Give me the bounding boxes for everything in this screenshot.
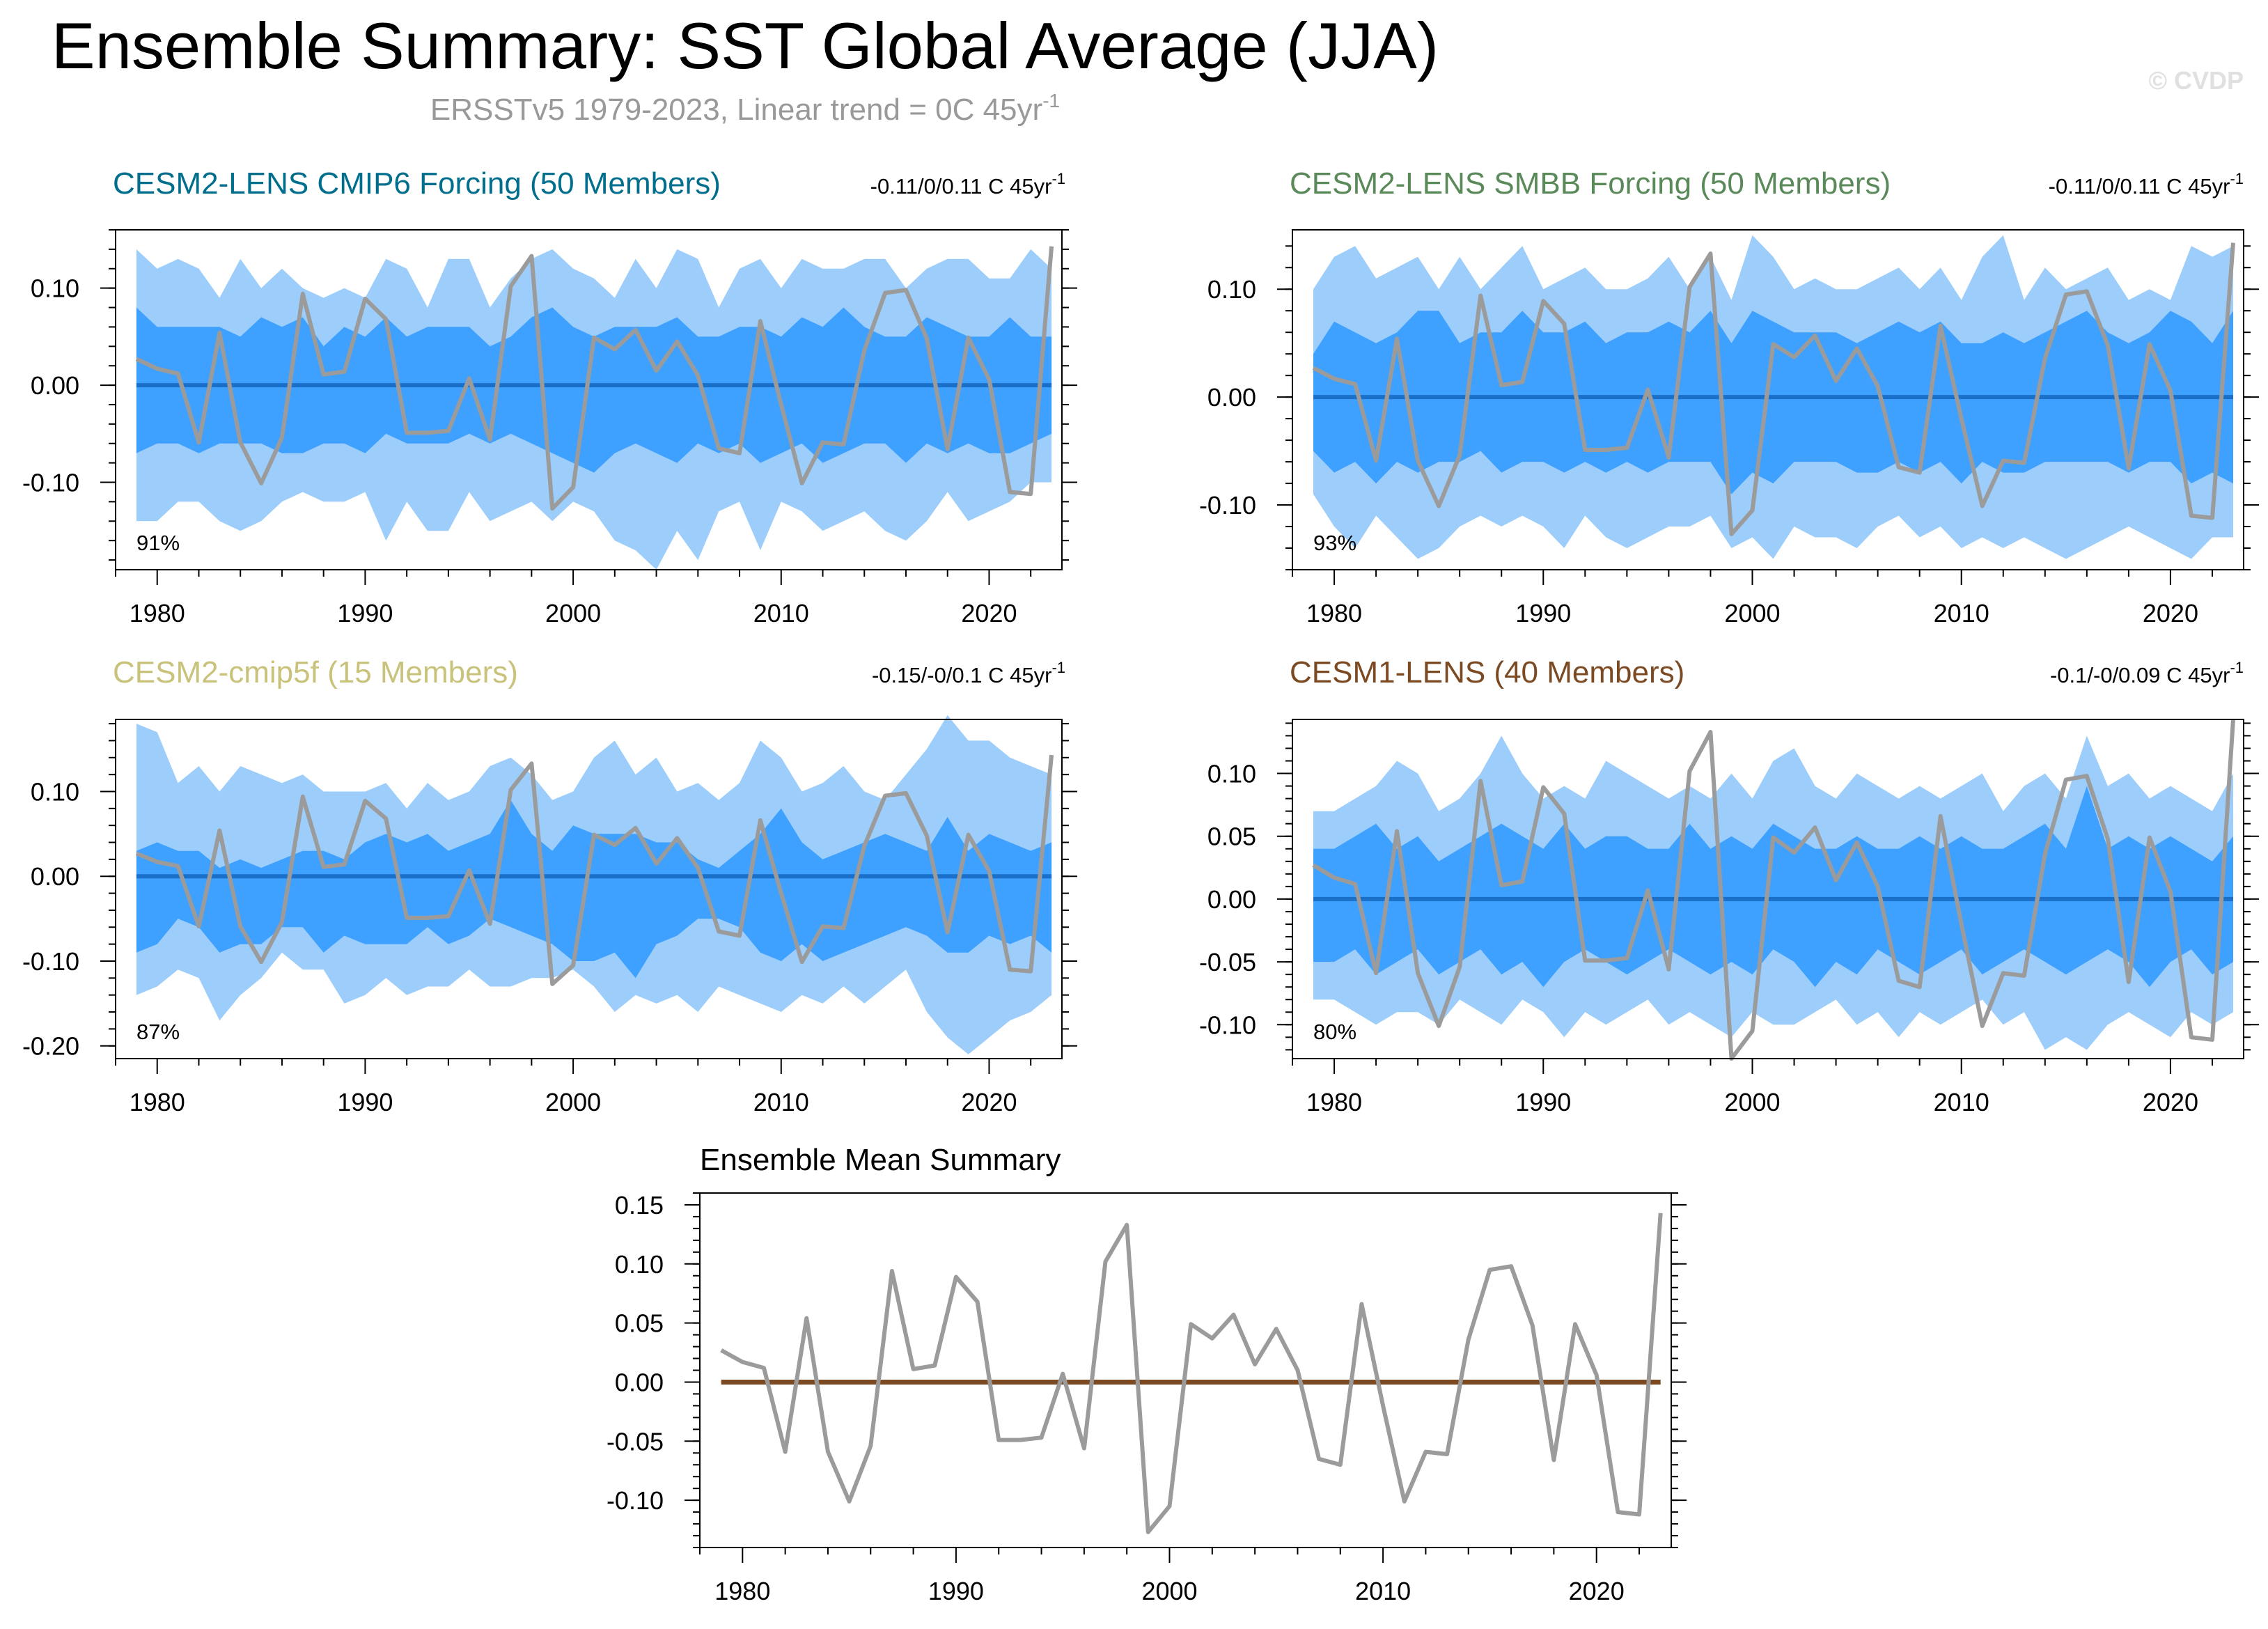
panel-4-y-tick-label: 0.05 <box>615 1309 664 1338</box>
panel-2-y-tick-label: -0.10 <box>22 947 79 976</box>
panel-1-x-tick-label: 2000 <box>1724 599 1780 628</box>
panel-2-inner-band <box>136 800 1052 979</box>
panel-3-trend-sup: -1 <box>2230 659 2244 676</box>
panel-2-x-tick-label: 2020 <box>961 1088 1017 1116</box>
panel-3-x-tick-label: 2010 <box>1934 1088 1989 1116</box>
panel-3-y-tick-label: 0.05 <box>1207 823 1256 851</box>
panel-0-y-tick-label: -0.10 <box>22 469 79 497</box>
panel-0-trend-label: -0.11/0/0.11 C 45yr-1 <box>870 170 1065 198</box>
panel-1-percent-label: 93% <box>1313 531 1356 555</box>
panel-1-trend-sup: -1 <box>2230 170 2244 187</box>
panel-4-y-tick-label: 0.15 <box>615 1191 664 1219</box>
panel-cesm2-lens-cmip6: CESM2-LENS CMIP6 Forcing (50 Members) -0.… <box>22 166 1077 628</box>
figure-subtitle-sup: -1 <box>1042 90 1060 111</box>
panel-3-y-tick-label: -0.05 <box>1199 948 1256 976</box>
figure-subtitle-text: ERSSTv5 1979-2023, Linear trend = 0C 45y… <box>430 93 1042 127</box>
figure-title: Ensemble Summary: SST Global Average (JJ… <box>52 9 1439 82</box>
panel-0-inner-band <box>136 307 1052 473</box>
panel-2-trend-sup: -1 <box>1051 659 1065 676</box>
panel-0-x-tick-label: 1990 <box>337 599 393 628</box>
panel-0-x-tick-label: 1980 <box>130 599 185 628</box>
panel-0-trend-text: -0.11/0/0.11 C 45yr <box>870 174 1052 198</box>
panel-4-y-tick-label: 0.00 <box>615 1368 664 1396</box>
panel-0-x-tick-label: 2010 <box>753 599 809 628</box>
panel-3-x-tick-label: 1980 <box>1306 1088 1362 1116</box>
panel-0-y-tick-label: 0.10 <box>31 274 79 303</box>
panel-4-x-tick-label: 1990 <box>928 1577 984 1605</box>
panel-1-x-tick-label: 1980 <box>1306 599 1362 628</box>
panel-3-x-tick-label: 2020 <box>2143 1088 2198 1116</box>
panel-4-observations-line <box>720 1213 1663 1534</box>
panel-3-title: CESM1-LENS (40 Members) <box>1290 655 1684 689</box>
panel-1-y-tick-label: -0.10 <box>1199 491 1256 520</box>
panel-3-y-tick-label: 0.00 <box>1207 885 1256 914</box>
panel-2-y-tick-label: 0.00 <box>31 862 79 891</box>
figure-subtitle: ERSSTv5 1979-2023, Linear trend = 0C 45y… <box>430 90 1060 127</box>
panel-1-x-tick-label: 2010 <box>1934 599 1989 628</box>
panel-3-trend-text: -0.1/-0/0.09 C 45yr <box>2050 663 2230 687</box>
panel-4-x-tick-label: 1980 <box>714 1577 770 1605</box>
panel-1-trend-label: -0.11/0/0.11 C 45yr-1 <box>2049 170 2244 198</box>
panel-2-x-tick-label: 2010 <box>753 1088 809 1116</box>
panel-2-x-tick-label: 2000 <box>545 1088 601 1116</box>
panel-2-x-tick-label: 1990 <box>337 1088 393 1116</box>
panel-cesm1-lens: CESM1-LENS (40 Members) -0.1/-0/0.09 C 45… <box>1199 655 2259 1116</box>
panel-2-y-tick-label: -0.20 <box>22 1032 79 1061</box>
panel-0-trend-sup: -1 <box>1051 170 1065 187</box>
panel-3-inner-band <box>1313 786 2233 988</box>
panel-2-trend-text: -0.15/-0/0.1 C 45yr <box>872 663 1051 687</box>
panel-1-trend-text: -0.11/0/0.11 C 45yr <box>2049 174 2230 198</box>
panel-3-x-tick-label: 1990 <box>1515 1088 1571 1116</box>
panel-4-x-tick-label: 2000 <box>1141 1577 1197 1605</box>
panel-0-x-tick-label: 2020 <box>961 599 1017 628</box>
panel-2-y-tick-label: 0.10 <box>31 777 79 806</box>
panel-cesm2-cmip5f: CESM2-cmip5f (15 Members) -0.15/-0/0.1 C … <box>22 655 1077 1116</box>
panel-1-y-tick-label: 0.10 <box>1207 275 1256 304</box>
panel-3-y-tick-label: -0.10 <box>1199 1011 1256 1039</box>
panel-2-trend-label: -0.15/-0/0.1 C 45yr-1 <box>872 659 1065 687</box>
panel-1-observations-line <box>1312 242 2235 536</box>
panel-4-y-tick-label: -0.10 <box>607 1486 664 1515</box>
panel-0-frame <box>115 229 1063 570</box>
panel-3-frame <box>1292 719 2244 1059</box>
panel-4-x-tick-label: 2010 <box>1355 1577 1411 1605</box>
panel-4-x-tick-label: 2020 <box>1569 1577 1625 1605</box>
panel-0-x-tick-label: 2000 <box>545 599 601 628</box>
panel-0-y-tick-label: 0.00 <box>31 371 79 400</box>
panel-1-frame <box>1292 229 2244 570</box>
panel-1-title: CESM2-LENS SMBB Forcing (50 Members) <box>1290 166 1891 201</box>
panel-2-percent-label: 87% <box>136 1020 180 1044</box>
panel-1-inner-band <box>1313 311 2233 494</box>
panel-0-percent-label: 91% <box>136 531 180 555</box>
panel-1-x-tick-label: 1990 <box>1515 599 1571 628</box>
panel-2-x-tick-label: 1980 <box>130 1088 185 1116</box>
panel-0-observations-line <box>135 246 1054 511</box>
panel-4-title: Ensemble Mean Summary <box>700 1143 1061 1177</box>
panel-cesm2-lens-smbb: CESM2-LENS SMBB Forcing (50 Members) -0.1… <box>1199 166 2259 628</box>
panel-3-y-tick-label: 0.10 <box>1207 760 1256 788</box>
panel-2-title: CESM2-cmip5f (15 Members) <box>113 655 518 689</box>
panel-4-y-tick-label: -0.05 <box>607 1427 664 1456</box>
cvdp-watermark: © CVDP <box>2148 66 2244 95</box>
panel-3-x-tick-label: 2000 <box>1724 1088 1780 1116</box>
panel-2-observations-line <box>135 754 1054 986</box>
panel-0-title: CESM2-LENS CMIP6 Forcing (50 Members) <box>113 166 721 201</box>
panel-3-trend-label: -0.1/-0/0.09 C 45yr-1 <box>2050 659 2244 687</box>
panel-ensemble-mean-summary: Ensemble Mean Summary 1980 1990 2000 2010 202… <box>607 1143 1687 1605</box>
panel-1-y-tick-label: 0.00 <box>1207 383 1256 412</box>
panel-4-y-tick-label: 0.10 <box>615 1250 664 1279</box>
panel-1-x-tick-label: 2020 <box>2143 599 2198 628</box>
panel-3-observations-line <box>1312 719 2235 1061</box>
panel-2-frame <box>115 719 1063 1059</box>
panel-3-percent-label: 80% <box>1313 1020 1356 1044</box>
